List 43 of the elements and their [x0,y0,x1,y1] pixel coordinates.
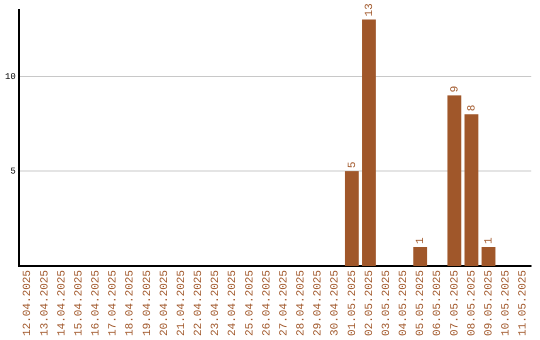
data-label: 8 [466,104,478,112]
bar [362,19,376,266]
data-label: 13 [364,3,376,16]
x-tick-label: 15.04.2025 [73,270,86,336]
x-tick-label: 24.04.2025 [227,270,240,336]
x-tick-label: 19.04.2025 [142,270,154,336]
x-tick-label: 22.04.2025 [193,270,206,336]
x-tick-label: 10.05.2025 [500,270,512,336]
bar [344,171,359,266]
bar [464,114,478,266]
data-label: 9 [449,86,462,92]
x-tick-label: 09.05.2025 [483,270,496,336]
x-tick-label: 14.04.2025 [56,270,68,336]
x-tick-label: 26.04.2025 [261,270,274,336]
bar [482,247,496,266]
x-tick-label: 16.04.2025 [90,270,103,336]
x-tick-label: 17.04.2025 [108,270,120,336]
x-tick-label: 25.04.2025 [244,270,256,336]
bar [413,247,428,266]
y-tick-label: 10 [4,72,16,82]
x-tick-label: 01.05.2025 [346,270,359,336]
x-tick-label: 11.05.2025 [518,270,530,336]
x-tick-label: 29.04.2025 [312,270,325,336]
x-tick-label: 02.05.2025 [364,270,376,336]
x-tick-label: 12.04.2025 [22,270,34,336]
x-tick-label: 28.04.2025 [296,270,308,336]
data-label: 5 [346,162,359,168]
x-tick-label: 03.05.2025 [380,270,393,336]
x-tick-label: 05.05.2025 [415,270,428,336]
x-tick-label: 08.05.2025 [466,270,478,336]
x-tick-label: 04.05.2025 [398,270,410,336]
x-tick-label: 18.04.2025 [124,270,137,336]
x-tick-label: 21.04.2025 [176,270,188,336]
x-tick-label: 13.04.2025 [39,270,52,336]
x-tick-label: 06.05.2025 [432,270,444,336]
x-tick-label: 07.05.2025 [449,270,462,336]
x-tick-label: 23.04.2025 [210,270,222,336]
x-tick-label: 30.04.2025 [330,270,342,336]
x-tick-label: 20.04.2025 [158,270,171,336]
data-label: 1 [415,237,428,244]
data-label: 1 [483,237,496,244]
x-tick-label: 27.04.2025 [278,270,290,336]
bar [447,95,462,266]
